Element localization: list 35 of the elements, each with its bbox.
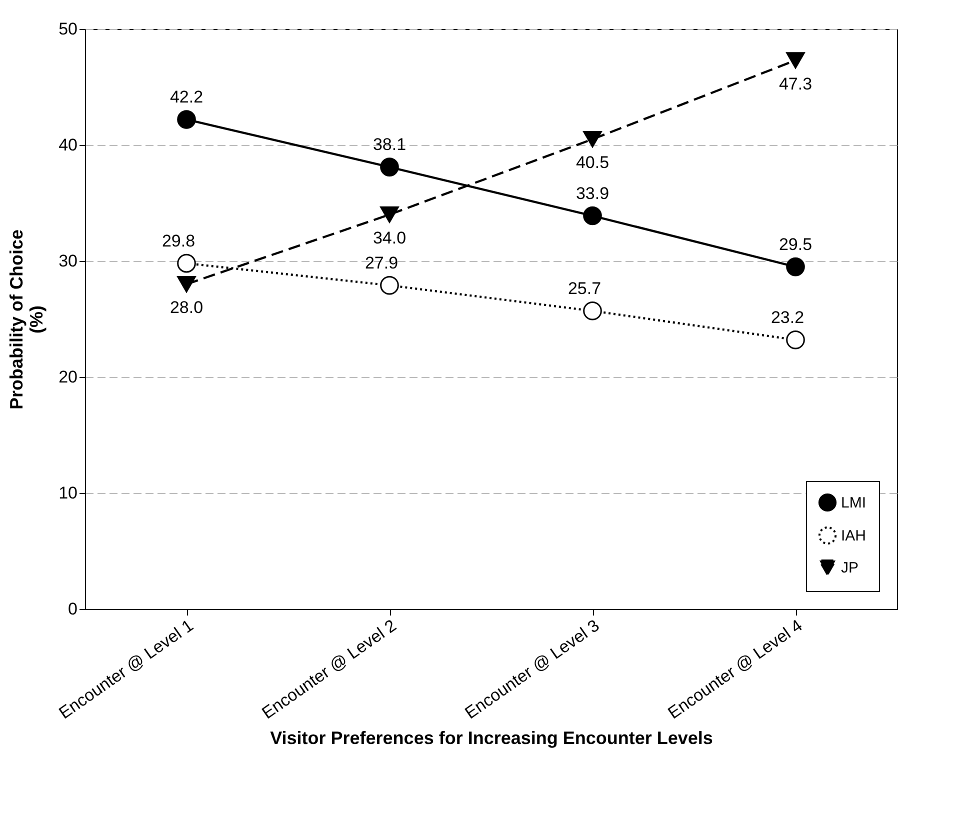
data-label: 23.2 (770, 308, 804, 327)
data-label: 33.9 (576, 184, 610, 203)
point (786, 330, 805, 350)
point (177, 254, 196, 273)
legend-label: IAH (841, 528, 866, 544)
point (583, 206, 602, 226)
point (583, 301, 602, 320)
data-label: 25.7 (568, 278, 602, 298)
data-label: 38.1 (372, 135, 406, 154)
y-tick-label: 0 (68, 600, 78, 618)
legend-label: LMI (841, 494, 866, 512)
y-tick-label: 10 (58, 484, 78, 502)
point (380, 206, 399, 223)
x-axis-title: Visitor Preferences for Increasing Encounter Levels (270, 728, 713, 748)
point (177, 276, 196, 292)
y-tick-label: 50 (58, 20, 78, 38)
data-label: 42.2 (170, 87, 204, 106)
data-label: 40.5 (576, 153, 610, 172)
point (786, 52, 805, 69)
data-label: 47.3 (778, 74, 812, 94)
point (380, 276, 399, 295)
data-label: 34.0 (372, 228, 406, 248)
y-tick-label: 30 (58, 252, 78, 270)
point (380, 158, 399, 176)
point (583, 130, 602, 148)
data-label: 29.8 (162, 231, 196, 250)
point (786, 257, 805, 276)
point (177, 110, 196, 129)
data-label: 29.5 (778, 234, 812, 254)
y-tick-label: 20 (58, 368, 78, 386)
legend-label: JP (841, 560, 859, 576)
y-axis-title: Probability of Choice (%) (6, 229, 47, 410)
data-label: 28.0 (170, 298, 204, 318)
data-label: 27.9 (364, 253, 398, 272)
y-tick-label: 40 (58, 136, 78, 154)
